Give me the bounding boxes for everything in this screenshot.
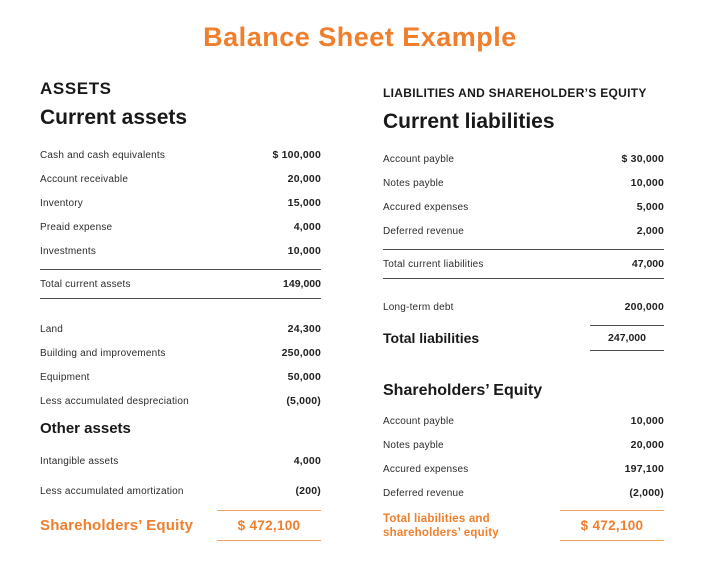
table-row: Accured expenses 197,100 [383, 463, 664, 475]
table-row: Notes payble 20,000 [383, 439, 664, 451]
row-value: 4,000 [293, 221, 321, 233]
row-value: 50,000 [287, 371, 321, 383]
current-assets-heading: Current assets [40, 106, 188, 129]
table-row: Deferred revenue (2,000) [383, 487, 664, 499]
row-value: (2,000) [629, 487, 664, 499]
row-label: Less accumulated amortization [40, 486, 184, 497]
grand-total-value: $ 472,100 [217, 510, 321, 541]
table-row: Cash and cash equivalents $ 100,000 [40, 149, 321, 161]
row-value: $ 30,000 [621, 153, 664, 165]
shareholders-equity-rows: Account payble 10,000 Notes payble 20,00… [383, 415, 664, 499]
grand-total-label: Shareholders’ Equity [40, 517, 194, 534]
table-row: Intangible assets 4,000 [40, 455, 321, 467]
row-label: Intangible assets [40, 456, 119, 467]
row-value: 10,000 [287, 245, 321, 257]
table-row: Notes payble 10,000 [383, 177, 664, 189]
total-liabilities-value: 247,000 [590, 325, 664, 351]
table-row: Less accumulated despreciation (5,000) [40, 395, 321, 407]
row-label: Accured expenses [383, 464, 469, 475]
total-value: 47,000 [631, 258, 664, 270]
row-label: Deferred revenue [383, 226, 465, 237]
page-title: Balance Sheet Example [203, 22, 517, 52]
table-row: Investments 10,000 [40, 245, 321, 257]
row-label: Preaid expense [40, 222, 113, 233]
total-current-assets-row: Total current assets 149,000 [40, 269, 321, 299]
row-label: Investments [40, 246, 97, 257]
current-liabilities-heading: Current liabilities [383, 110, 555, 133]
row-label: Cash and cash equivalents [40, 150, 166, 161]
total-liabilities-row: Total liabilities 247,000 [383, 325, 664, 351]
table-row: Less accumulated amortization (200) [40, 485, 321, 497]
shareholders-equity-heading: Shareholders’ Equity [383, 382, 543, 399]
current-liabilities-rows: Account payble $ 30,000 Notes payble 10,… [383, 153, 664, 237]
assets-column: ASSETS Current assets Cash and cash equi… [40, 79, 321, 541]
row-label: Equipment [40, 372, 90, 383]
row-label: Notes payble [383, 440, 444, 451]
total-current-liabilities-row: Total current liabilities 47,000 [383, 249, 664, 279]
row-value: 10,000 [630, 415, 664, 427]
columns-container: ASSETS Current assets Cash and cash equi… [0, 79, 720, 541]
long-term-debt-row: Long-term debt 200,000 [383, 301, 664, 313]
table-row: Land 24,300 [40, 323, 321, 335]
row-value: 2,000 [636, 225, 664, 237]
table-row: Equipment 50,000 [40, 371, 321, 383]
liabilities-grand-total-row: Total liabilities and shareholders’ equi… [383, 510, 664, 541]
assets-heading: ASSETS [40, 79, 112, 98]
other-assets-rows: Intangible assets 4,000 Less accumulated… [40, 455, 321, 497]
row-value: 15,000 [287, 197, 321, 209]
total-label: Total current liabilities [383, 258, 484, 270]
liabilities-column: LIABILITIES AND SHAREHOLDER’S EQUITY Cur… [383, 79, 664, 541]
current-assets-rows: Cash and cash equivalents $ 100,000 Acco… [40, 149, 321, 257]
row-value: $ 100,000 [272, 149, 321, 161]
row-label: Inventory [40, 198, 83, 209]
fixed-assets-rows: Land 24,300 Building and improvements 25… [40, 323, 321, 407]
grand-total-value: $ 472,100 [560, 510, 664, 541]
row-value: (200) [295, 485, 321, 497]
row-value: 20,000 [287, 173, 321, 185]
table-row: Deferred revenue 2,000 [383, 225, 664, 237]
table-row: Building and improvements 250,000 [40, 347, 321, 359]
row-label: Long-term debt [383, 302, 454, 313]
row-label: Accured expenses [383, 202, 469, 213]
row-value: 5,000 [636, 201, 664, 213]
row-value: 200,000 [624, 301, 664, 313]
row-label: Building and improvements [40, 348, 166, 359]
table-row: Account payble 10,000 [383, 415, 664, 427]
table-row: Inventory 15,000 [40, 197, 321, 209]
total-value: 149,000 [283, 278, 321, 290]
table-row: Account payble $ 30,000 [383, 153, 664, 165]
row-label: Account payble [383, 416, 455, 427]
other-assets-heading: Other assets [40, 420, 131, 437]
total-label: Total current assets [40, 278, 131, 290]
table-row: Preaid expense 4,000 [40, 221, 321, 233]
row-label: Less accumulated despreciation [40, 396, 189, 407]
total-liabilities-label: Total liabilities [383, 330, 480, 346]
row-value: 197,100 [624, 463, 664, 475]
row-value: 250,000 [281, 347, 321, 359]
row-label: Notes payble [383, 178, 444, 189]
row-value: 4,000 [293, 455, 321, 467]
row-value: (5,000) [286, 395, 321, 407]
row-value: 20,000 [630, 439, 664, 451]
row-label: Account receivable [40, 174, 129, 185]
liabilities-heading: LIABILITIES AND SHAREHOLDER’S EQUITY [383, 86, 647, 100]
row-label: Deferred revenue [383, 488, 465, 499]
row-label: Land [40, 324, 64, 335]
row-label: Account payble [383, 154, 455, 165]
row-value: 10,000 [630, 177, 664, 189]
table-row: Accured expenses 5,000 [383, 201, 664, 213]
table-row: Account receivable 20,000 [40, 173, 321, 185]
row-value: 24,300 [287, 323, 321, 335]
assets-grand-total-row: Shareholders’ Equity $ 472,100 [40, 510, 321, 541]
grand-total-label: Total liabilities and shareholders’ equi… [383, 512, 499, 539]
